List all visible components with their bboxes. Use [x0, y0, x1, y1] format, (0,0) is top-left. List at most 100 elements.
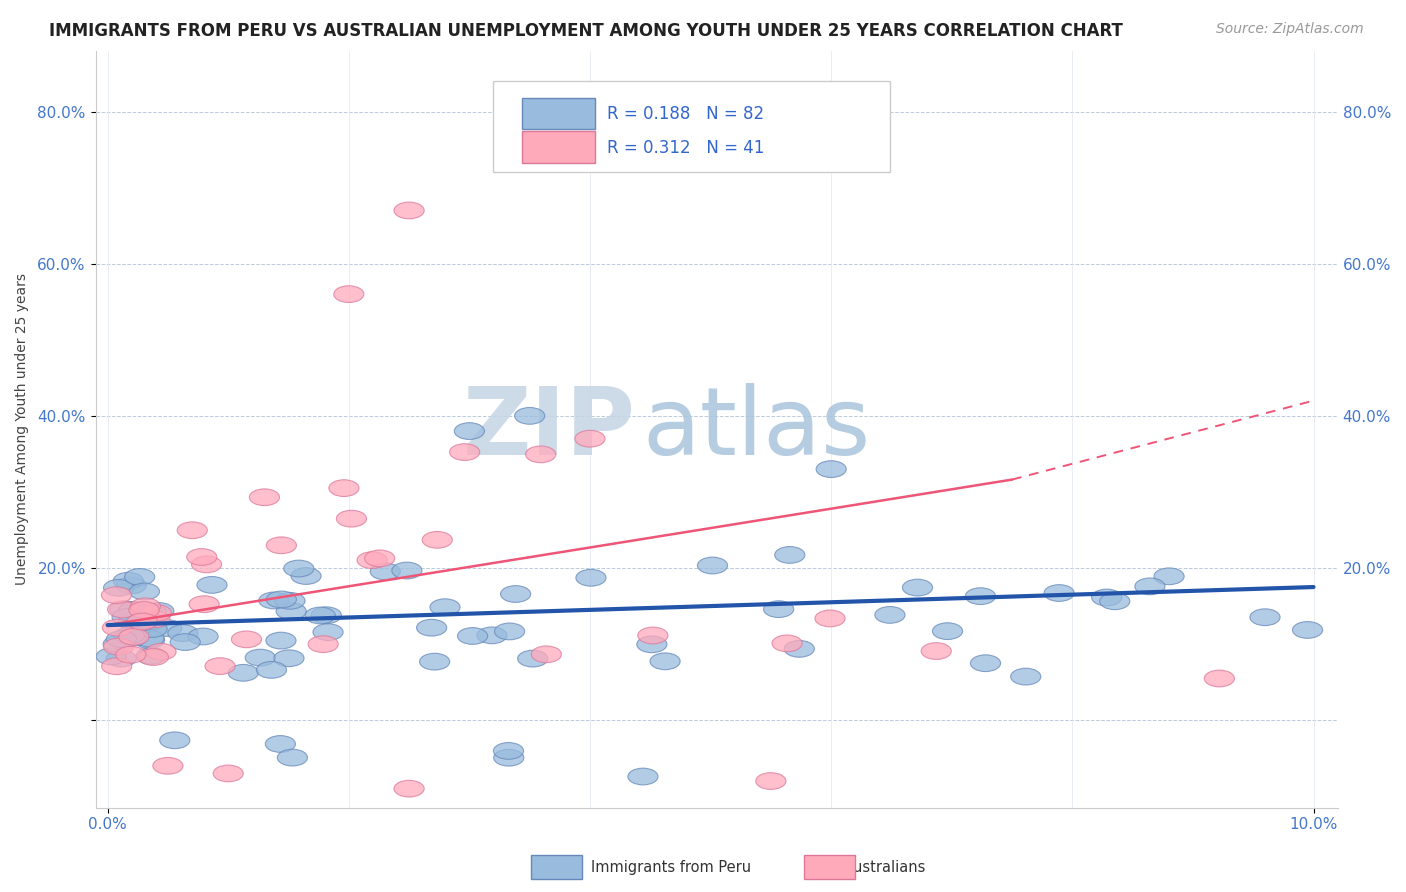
Ellipse shape — [266, 632, 297, 649]
Ellipse shape — [416, 619, 447, 636]
Ellipse shape — [125, 568, 155, 585]
Ellipse shape — [245, 649, 276, 666]
Text: atlas: atlas — [643, 384, 870, 475]
Ellipse shape — [96, 648, 127, 665]
Ellipse shape — [232, 631, 262, 648]
Ellipse shape — [815, 610, 845, 627]
Ellipse shape — [501, 586, 530, 602]
Ellipse shape — [638, 627, 668, 644]
Ellipse shape — [419, 653, 450, 670]
Ellipse shape — [214, 765, 243, 781]
Text: Source: ZipAtlas.com: Source: ZipAtlas.com — [1216, 22, 1364, 37]
Ellipse shape — [143, 603, 174, 619]
Ellipse shape — [392, 562, 422, 579]
Ellipse shape — [422, 532, 453, 549]
Ellipse shape — [112, 609, 142, 625]
Ellipse shape — [1250, 609, 1279, 625]
Ellipse shape — [107, 631, 136, 648]
Ellipse shape — [785, 640, 814, 657]
Ellipse shape — [966, 588, 995, 605]
Ellipse shape — [357, 552, 387, 568]
Ellipse shape — [772, 635, 803, 652]
Ellipse shape — [637, 636, 666, 653]
Ellipse shape — [1205, 670, 1234, 687]
Ellipse shape — [450, 443, 479, 460]
Ellipse shape — [266, 591, 297, 607]
Ellipse shape — [875, 607, 905, 624]
Ellipse shape — [274, 650, 304, 666]
Ellipse shape — [115, 647, 146, 663]
Ellipse shape — [1091, 589, 1122, 606]
Ellipse shape — [815, 461, 846, 477]
Ellipse shape — [125, 615, 155, 632]
Ellipse shape — [256, 662, 287, 678]
Ellipse shape — [249, 489, 280, 506]
Ellipse shape — [276, 603, 307, 620]
Ellipse shape — [517, 650, 548, 667]
Ellipse shape — [284, 560, 314, 577]
Ellipse shape — [129, 601, 159, 618]
Ellipse shape — [454, 423, 485, 440]
Ellipse shape — [136, 619, 166, 636]
Ellipse shape — [697, 558, 727, 574]
Ellipse shape — [291, 567, 321, 584]
Ellipse shape — [364, 550, 395, 566]
Ellipse shape — [311, 607, 342, 624]
Ellipse shape — [457, 628, 488, 644]
Ellipse shape — [135, 632, 165, 648]
Text: IMMIGRANTS FROM PERU VS AUSTRALIAN UNEMPLOYMENT AMONG YOUTH UNDER 25 YEARS CORRE: IMMIGRANTS FROM PERU VS AUSTRALIAN UNEMP… — [49, 22, 1123, 40]
Ellipse shape — [430, 599, 460, 615]
Ellipse shape — [170, 633, 200, 650]
Ellipse shape — [531, 646, 561, 663]
Text: Australians: Australians — [844, 860, 927, 874]
Ellipse shape — [515, 408, 544, 425]
Ellipse shape — [628, 768, 658, 785]
Ellipse shape — [167, 624, 198, 641]
Ellipse shape — [333, 285, 364, 302]
Ellipse shape — [1135, 578, 1166, 595]
Ellipse shape — [138, 648, 169, 665]
Ellipse shape — [153, 757, 183, 774]
Ellipse shape — [276, 592, 305, 609]
Ellipse shape — [125, 619, 156, 636]
Y-axis label: Unemployment Among Youth under 25 years: Unemployment Among Youth under 25 years — [15, 273, 30, 585]
Ellipse shape — [932, 623, 963, 640]
Ellipse shape — [575, 430, 605, 447]
Ellipse shape — [141, 605, 172, 621]
Ellipse shape — [128, 613, 157, 630]
Ellipse shape — [139, 611, 170, 628]
Ellipse shape — [152, 620, 181, 636]
Ellipse shape — [370, 563, 401, 580]
Ellipse shape — [921, 643, 952, 659]
Ellipse shape — [110, 601, 141, 617]
Ellipse shape — [266, 736, 295, 752]
Ellipse shape — [903, 579, 932, 596]
Ellipse shape — [117, 630, 146, 647]
Ellipse shape — [277, 749, 308, 766]
Ellipse shape — [1045, 584, 1074, 601]
Ellipse shape — [114, 573, 143, 589]
Text: R = 0.312   N = 41: R = 0.312 N = 41 — [607, 138, 765, 157]
Ellipse shape — [259, 592, 290, 609]
Ellipse shape — [187, 549, 217, 566]
Ellipse shape — [763, 601, 794, 617]
Ellipse shape — [650, 653, 681, 670]
Ellipse shape — [477, 627, 508, 644]
Ellipse shape — [394, 780, 425, 797]
Text: R = 0.188   N = 82: R = 0.188 N = 82 — [607, 105, 765, 123]
Ellipse shape — [136, 648, 166, 665]
FancyBboxPatch shape — [522, 97, 595, 129]
Ellipse shape — [1154, 568, 1184, 584]
Ellipse shape — [394, 202, 425, 219]
Ellipse shape — [1011, 668, 1040, 685]
Ellipse shape — [494, 749, 524, 766]
Ellipse shape — [103, 636, 134, 652]
FancyBboxPatch shape — [522, 131, 595, 162]
Ellipse shape — [576, 569, 606, 586]
Ellipse shape — [1292, 622, 1323, 639]
Text: ZIP: ZIP — [463, 384, 636, 475]
Ellipse shape — [756, 772, 786, 789]
Ellipse shape — [120, 601, 149, 618]
Ellipse shape — [177, 522, 207, 539]
Ellipse shape — [103, 619, 132, 636]
